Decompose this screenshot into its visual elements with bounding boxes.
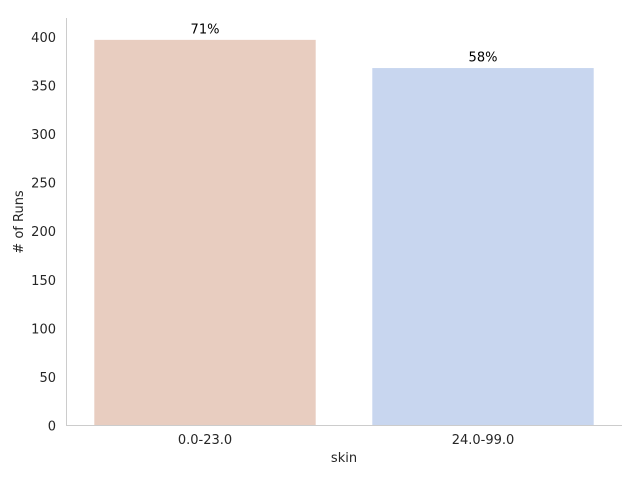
y-tick-label-0: 0 [48,420,56,435]
y-tick-label-100: 100 [31,322,56,337]
y-tick-label-350: 350 [31,80,56,95]
y-tick-label-300: 300 [31,128,56,143]
y-tick-label-150: 150 [31,274,56,289]
x-tick-labels: 0.0-23.0 24.0-99.0 [178,433,514,448]
data-label-2: 58% [469,51,498,66]
bar-2 [371,67,595,427]
y-tick-label-200: 200 [31,225,56,240]
x-tick-label-1: 0.0-23.0 [178,433,232,448]
y-tick-label-400: 400 [31,31,56,46]
y-tick-label-250: 250 [31,177,56,192]
data-label-1: 71% [191,22,220,37]
x-tick-label-2: 24.0-99.0 [452,433,515,448]
y-axis-label: # of Runs [12,190,27,254]
bars-group [93,38,595,427]
data-labels-group: 71% 58% [191,22,498,65]
x-axis-label: skin [331,451,357,466]
y-tick-labels: 0 50 100 150 200 250 300 350 400 [31,31,56,435]
y-tick-label-50: 50 [39,371,56,386]
bar-1 [93,38,317,427]
